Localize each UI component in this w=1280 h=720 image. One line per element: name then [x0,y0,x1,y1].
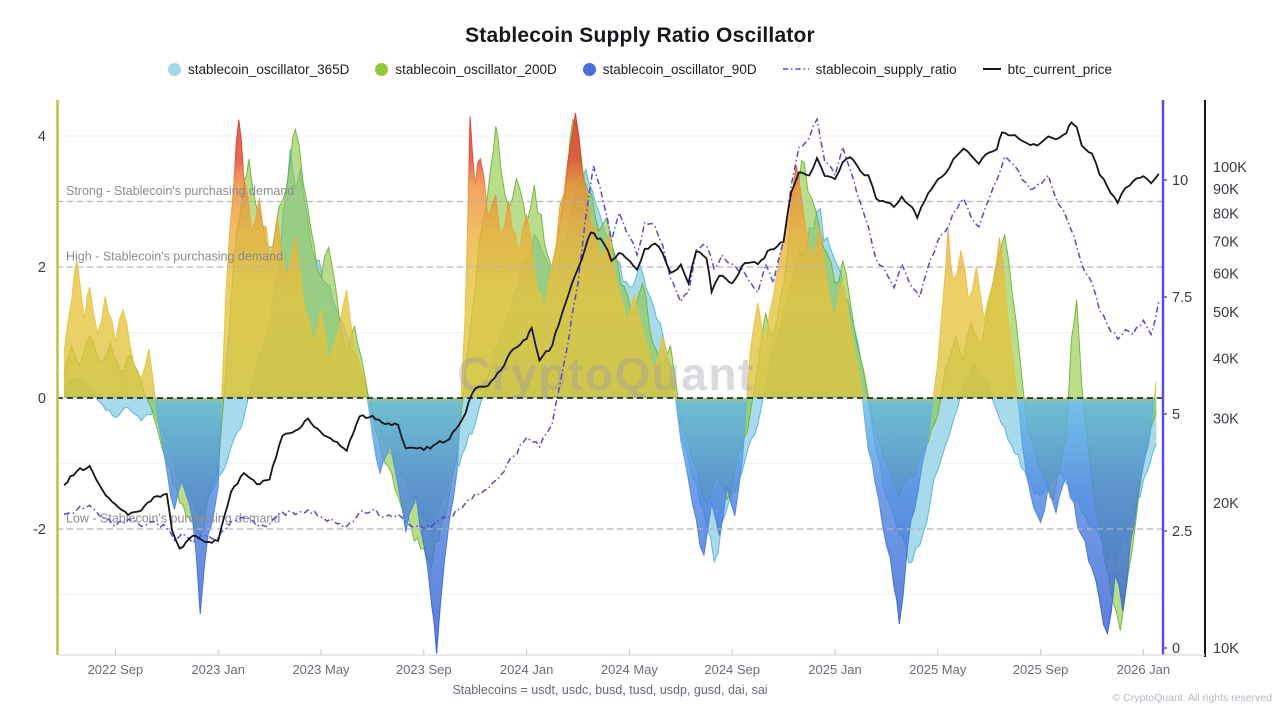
legend-item-supply-ratio[interactable]: stablecoin_supply_ratio [782,62,957,77]
x-axis-tick: 2023 May [292,662,350,677]
legend-dot-90d-icon [582,63,596,76]
ratio-axis-tick: 10 [1172,173,1188,189]
price-axis-tick: 30K [1213,412,1239,428]
price-axis-tick: 60K [1213,267,1239,283]
legend-dot-365d-icon [168,63,182,76]
stablecoins-footnote: Stablecoins = usdt, usdc, busd, tusd, us… [452,683,768,697]
x-axis-tick: 2024 Jan [500,662,554,677]
ratio-axis-tick: 0 [1172,641,1180,657]
legend-label: stablecoin_oscillator_200D [395,62,557,77]
price-axis-tick: 70K [1213,235,1239,251]
threshold-label: High - Stablecoin's purchasing demand [66,250,283,264]
left-axis-tick: -2 [33,522,46,538]
threshold-label: Strong - Stablecoin's purchasing demand [66,184,294,198]
price-axis-tick: 40K [1213,351,1239,367]
legend-label: stablecoin_oscillator_365D [188,62,350,77]
ratio-axis-tick: 7.5 [1172,290,1192,306]
price-axis-tick: 100K [1213,160,1247,176]
page-title: Stablecoin Supply Ratio Oscillator [465,24,815,47]
legend-item-oscillator-200d[interactable]: stablecoin_oscillator_200D [375,62,557,77]
x-axis-tick: 2026 Jan [1117,662,1171,677]
x-axis-tick: 2023 Jan [191,662,245,677]
legend-label: btc_current_price [1007,62,1112,77]
price-axis-tick: 20K [1213,496,1239,512]
legend-dot-200d-icon [375,63,389,76]
legend-item-oscillator-365d[interactable]: stablecoin_oscillator_365D [168,62,349,77]
left-axis-tick: 0 [38,391,46,407]
x-axis-tick: 2024 Sep [704,662,760,677]
left-axis-tick: 2 [38,260,46,276]
legend-dashline-icon [782,62,809,77]
watermark: CryptoQuant [457,348,755,400]
x-axis-tick: 2025 Sep [1013,662,1069,677]
legend-item-btc-price[interactable]: btc_current_price [982,62,1112,77]
x-axis-tick: 2022 Sep [88,662,144,677]
x-axis-tick: 2025 Jan [808,662,862,677]
price-axis-tick: 80K [1213,207,1239,223]
ratio-axis-tick: 5 [1172,407,1180,423]
copyright-text: © CryptoQuant. All rights reserved [1112,692,1272,704]
legend-label: stablecoin_oscillator_90D [602,62,757,77]
legend-item-oscillator-90d[interactable]: stablecoin_oscillator_90D [582,62,757,77]
legend-line-icon [982,62,1001,77]
price-axis-tick: 50K [1213,305,1239,321]
x-axis-tick: 2023 Sep [396,662,452,677]
ratio-axis-tick: 2.5 [1172,524,1192,540]
price-axis-tick: 10K [1213,641,1239,657]
x-axis-tick: 2024 May [601,662,659,677]
x-axis-tick: 2025 May [909,662,967,677]
legend: stablecoin_oscillator_365D stablecoin_os… [0,62,1280,77]
left-axis-tick: 4 [38,129,46,145]
legend-label: stablecoin_supply_ratio [815,62,957,77]
price-axis-tick: 90K [1213,182,1239,198]
